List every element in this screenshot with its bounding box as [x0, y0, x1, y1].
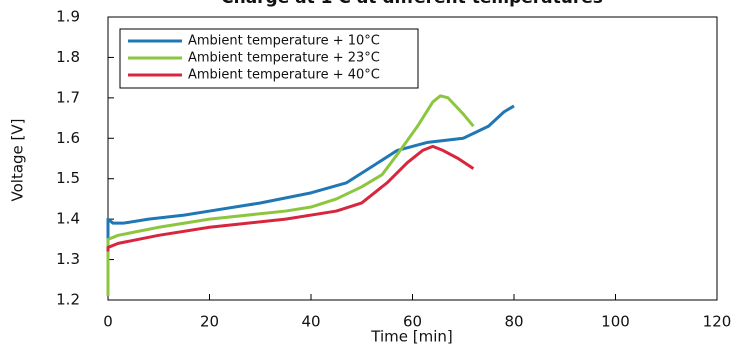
legend-label: Ambient temperature + 10°C — [188, 34, 380, 49]
series-line — [106, 94, 475, 296]
series-line — [106, 104, 515, 284]
x-tick-label: 0 — [103, 313, 113, 331]
x-tick-label: 20 — [200, 313, 219, 331]
legend-label: Ambient temperature + 40°C — [188, 68, 380, 83]
y-tick-label: 1.7 — [56, 88, 80, 106]
y-tick-label: 1.8 — [56, 48, 80, 66]
y-tick-label: 1.6 — [56, 129, 80, 147]
y-tick-label: 1.2 — [56, 291, 80, 309]
x-tick-label: 80 — [504, 313, 523, 331]
x-axis-label: Time [min] — [370, 328, 452, 346]
legend-label: Ambient temperature + 23°C — [188, 51, 380, 66]
chart-title: Charge at 1 C at different temperatures — [221, 0, 603, 8]
y-tick-label: 1.5 — [56, 169, 80, 187]
y-axis-label: Voltage [V] — [9, 119, 27, 202]
x-tick-label: 60 — [403, 313, 422, 331]
x-tick-label: 120 — [703, 313, 732, 331]
x-tick-label: 100 — [601, 313, 630, 331]
y-tick-label: 1.9 — [56, 8, 80, 26]
y-tick-label: 1.3 — [56, 250, 80, 268]
series-line — [106, 144, 475, 252]
x-tick-label: 40 — [301, 313, 320, 331]
y-tick-label: 1.4 — [56, 210, 80, 228]
